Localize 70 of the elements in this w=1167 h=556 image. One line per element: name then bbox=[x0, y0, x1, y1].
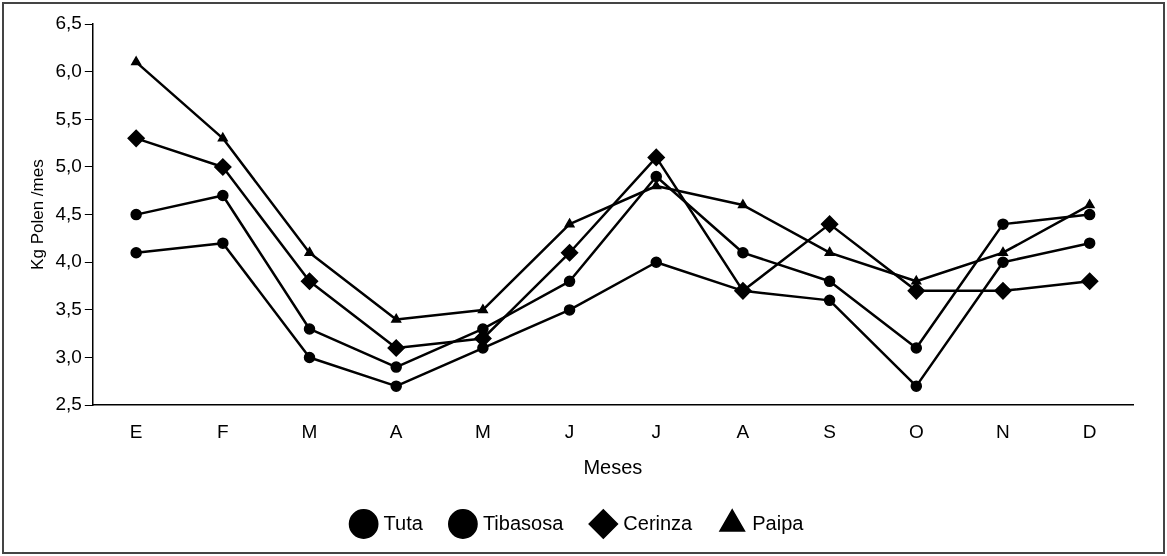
point bbox=[997, 218, 1009, 230]
x-tick-label: S bbox=[823, 420, 836, 442]
point bbox=[994, 282, 1012, 300]
y-tick-label: 3,0 bbox=[55, 345, 82, 367]
point bbox=[1083, 237, 1096, 249]
point bbox=[217, 189, 229, 202]
point bbox=[823, 294, 836, 307]
point bbox=[650, 256, 662, 268]
point bbox=[131, 56, 142, 66]
point bbox=[564, 218, 575, 228]
point bbox=[387, 339, 405, 357]
point bbox=[647, 148, 665, 167]
point bbox=[737, 199, 749, 209]
point bbox=[300, 272, 319, 291]
point bbox=[820, 215, 839, 233]
y-tick-label: 4,5 bbox=[55, 202, 82, 224]
y-tick-label: 4,0 bbox=[55, 250, 82, 272]
y-tick-label: 6,5 bbox=[55, 12, 82, 34]
x-tick-label: J bbox=[564, 420, 575, 442]
point bbox=[650, 170, 662, 183]
point bbox=[214, 158, 232, 176]
point bbox=[910, 342, 923, 354]
point bbox=[1083, 208, 1096, 221]
x-tick-label: E bbox=[129, 420, 143, 442]
y-tick-label: 5,5 bbox=[55, 107, 82, 129]
legend-label: Paipa bbox=[752, 511, 805, 534]
legend-label: Tuta bbox=[383, 511, 424, 534]
point bbox=[1084, 199, 1095, 209]
x-tick-label: J bbox=[651, 420, 661, 442]
point bbox=[907, 282, 926, 300]
x-tick-label: A bbox=[389, 420, 403, 442]
point bbox=[217, 237, 229, 249]
x-tick-label: N bbox=[996, 420, 1010, 442]
y-tick-label: 5,0 bbox=[55, 155, 82, 177]
y-tick-label: 3,5 bbox=[55, 298, 82, 320]
x-tick-label: O bbox=[908, 420, 924, 442]
legend-label: Cerinza bbox=[623, 511, 694, 534]
point bbox=[390, 361, 402, 373]
point bbox=[390, 380, 402, 392]
x-tick-label: A bbox=[736, 420, 750, 442]
point bbox=[737, 246, 749, 259]
point bbox=[477, 323, 489, 335]
point bbox=[130, 208, 142, 221]
point bbox=[997, 246, 1009, 256]
point bbox=[477, 342, 489, 354]
point bbox=[304, 246, 315, 256]
point bbox=[824, 246, 835, 256]
point bbox=[910, 380, 923, 392]
point bbox=[560, 243, 579, 262]
point bbox=[563, 275, 576, 288]
point bbox=[303, 351, 316, 364]
point bbox=[563, 304, 576, 316]
point bbox=[130, 246, 142, 259]
point bbox=[1080, 272, 1099, 291]
y-tick-label: 6,0 bbox=[55, 59, 82, 81]
point bbox=[997, 256, 1009, 268]
x-axis-title: Meses bbox=[583, 455, 643, 478]
point bbox=[391, 313, 402, 323]
y-tick-label: 2,5 bbox=[55, 393, 82, 415]
x-tick-label: M bbox=[301, 420, 318, 442]
point bbox=[217, 132, 228, 142]
point bbox=[303, 323, 316, 335]
legend-label: Tibasosa bbox=[482, 511, 565, 534]
point bbox=[823, 275, 836, 288]
x-tick-label: M bbox=[474, 420, 491, 442]
y-axis-title: Kg Polen /mes bbox=[27, 159, 47, 270]
x-tick-label: F bbox=[217, 420, 229, 442]
x-tick-label: D bbox=[1082, 420, 1097, 442]
point bbox=[477, 304, 488, 314]
point bbox=[127, 129, 145, 148]
